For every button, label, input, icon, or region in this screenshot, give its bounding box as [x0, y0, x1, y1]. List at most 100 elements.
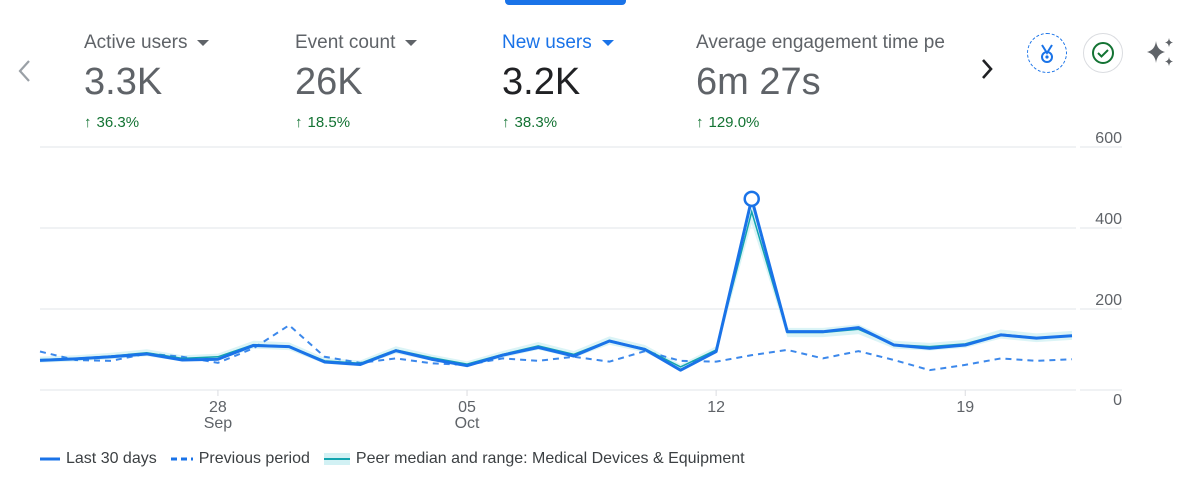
metric-label: Average engagement time pe	[696, 32, 945, 53]
previous-period-point	[322, 354, 328, 360]
legend-item-last-30-days[interactable]: Last 30 days	[40, 450, 157, 468]
solid-line-icon	[40, 457, 60, 461]
metric-active-users[interactable]: Active users 3.3K ↑ 36.3%	[84, 32, 210, 131]
x-tick-label: 12	[707, 399, 725, 416]
metric-change: 36.3%	[96, 114, 140, 131]
previous-period-point	[642, 348, 648, 354]
previous-period-point	[500, 355, 506, 361]
legend-label: Last 30 days	[66, 450, 157, 467]
previous-period-point	[927, 367, 933, 373]
last-30-days-point	[784, 329, 790, 335]
chevron-left-icon[interactable]	[14, 56, 36, 92]
previous-period-point	[251, 345, 257, 351]
last-30-days-point	[1033, 335, 1039, 341]
x-tick-month-label: Sep	[204, 415, 233, 432]
arrow-up-icon: ↑	[84, 114, 92, 131]
metric-change: 18.5%	[307, 114, 351, 131]
previous-period-point	[1069, 356, 1075, 362]
dropdown-caret-icon[interactable]	[405, 40, 418, 46]
legend-item-peer[interactable]: Peer median and range: Medical Devices &…	[323, 450, 745, 468]
medal-icon[interactable]	[1027, 33, 1067, 73]
previous-period-point	[535, 358, 541, 364]
previous-period-point	[393, 355, 399, 361]
last-30-days-point	[891, 342, 897, 348]
previous-period-point	[179, 354, 185, 360]
x-tick-label: 05	[458, 399, 476, 416]
last-30-days-point	[286, 344, 292, 350]
sparkle-icon[interactable]	[1141, 33, 1179, 71]
previous-period-point	[713, 359, 719, 365]
arrow-up-icon: ↑	[502, 114, 510, 131]
last-30-days-point	[393, 348, 399, 354]
previous-period-point	[286, 322, 292, 328]
x-tick-label: 19	[956, 399, 974, 416]
metric-value: 3.3K	[84, 61, 163, 103]
chart-legend: Last 30 days Previous period Peer median…	[40, 450, 759, 468]
highlight-point-marker	[743, 190, 760, 208]
previous-period-point	[678, 358, 684, 364]
last-30-days-point	[927, 345, 933, 351]
previous-period-point	[108, 358, 114, 364]
previous-period-point	[571, 354, 577, 360]
metric-change: 38.3%	[514, 114, 558, 131]
previous-period-point	[464, 362, 470, 368]
legend-label: Previous period	[198, 450, 310, 467]
last-30-days-point	[535, 344, 541, 350]
previous-period-point	[606, 359, 612, 365]
last-30-days-point	[37, 357, 43, 363]
previous-period-point	[73, 357, 79, 363]
x-tick-month-label: Oct	[455, 415, 480, 432]
metric-event-count[interactable]: Event count 26K ↑ 18.5%	[295, 32, 418, 131]
previous-period-point	[357, 360, 363, 366]
dropdown-caret-icon[interactable]	[601, 40, 614, 46]
metric-avg-engagement-time[interactable]: Average engagement time pe 6m 27s ↑ 129.0…	[696, 32, 961, 131]
previous-period-point	[998, 355, 1004, 361]
last-30-days-point	[998, 332, 1004, 338]
last-30-days-point	[1069, 333, 1075, 339]
last-30-days-point	[855, 325, 861, 331]
last-30-days-point	[962, 342, 968, 348]
last-30-days-point	[678, 367, 684, 373]
previous-period-point	[428, 360, 434, 366]
last-30-days-point	[322, 359, 328, 365]
previous-period-point	[1033, 358, 1039, 364]
x-tick-label: 28	[209, 399, 227, 416]
peer-range-band	[40, 199, 1072, 370]
band-line-icon	[323, 453, 350, 465]
check-circle-icon[interactable]	[1083, 33, 1123, 73]
dashed-line-icon	[170, 457, 193, 461]
previous-period-point	[37, 349, 43, 355]
arrow-up-icon: ↑	[295, 114, 303, 131]
y-tick-label: 400	[1095, 211, 1122, 228]
metric-value: 26K	[295, 61, 363, 103]
previous-period-point	[962, 362, 968, 368]
metric-label: Event count	[295, 32, 396, 53]
last-30-days-point	[606, 338, 612, 344]
legend-label: Peer median and range: Medical Devices &…	[355, 450, 745, 467]
arrow-up-icon: ↑	[696, 114, 704, 131]
previous-period-line	[39, 323, 1073, 372]
dropdown-caret-icon[interactable]	[197, 40, 210, 46]
metric-label: Active users	[84, 32, 188, 53]
legend-item-previous-period[interactable]: Previous period	[170, 450, 310, 468]
metric-label: New users	[502, 32, 592, 53]
metric-change: 129.0%	[708, 114, 760, 131]
top-tab-button[interactable]	[505, 0, 626, 5]
previous-period-point	[144, 351, 150, 357]
y-tick-label: 200	[1095, 292, 1122, 309]
chevron-right-icon[interactable]	[976, 54, 998, 90]
y-tick-label: 0	[1113, 392, 1122, 409]
previous-period-point	[855, 348, 861, 354]
last-30-days-point	[820, 329, 826, 335]
previous-period-point	[749, 352, 755, 358]
previous-period-point	[784, 347, 790, 353]
last-30-days-line	[39, 197, 1073, 372]
last-30-days-point	[713, 349, 719, 355]
previous-period-point	[891, 357, 897, 363]
previous-period-point	[820, 355, 826, 361]
metric-new-users[interactable]: New users 3.2K ↑ 38.3%	[502, 32, 614, 131]
metric-value: 6m 27s	[696, 61, 821, 103]
y-tick-label: 600	[1095, 130, 1122, 147]
